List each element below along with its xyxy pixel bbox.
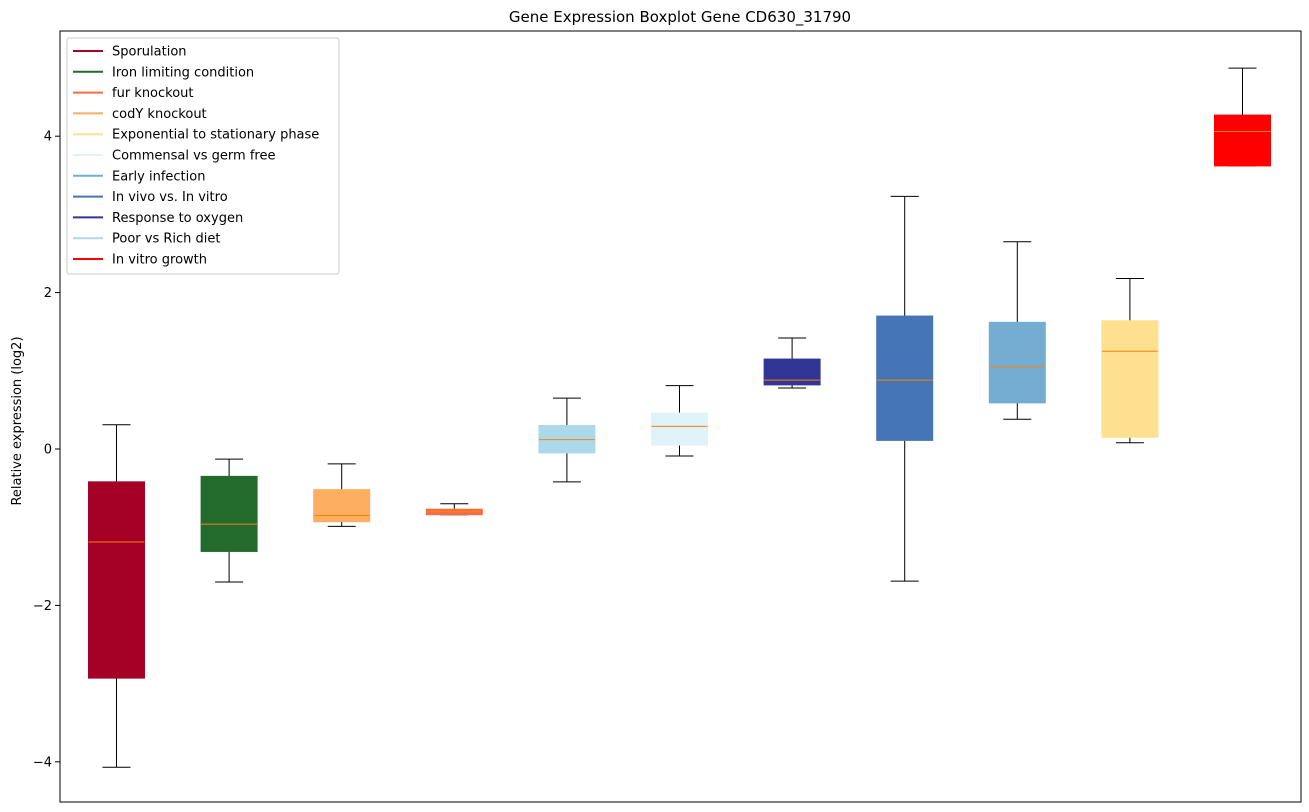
y-tick-label: 4: [44, 130, 52, 145]
legend-label: In vivo vs. In vitro: [112, 190, 228, 205]
box-response-to-oxygen: [763, 337, 821, 389]
legend-label: In vitro growth: [112, 253, 207, 268]
box-fur-knockout: [425, 503, 483, 516]
legend-label: Sporulation: [112, 45, 187, 60]
legend-label: Poor vs Rich diet: [112, 232, 220, 247]
box-in-vitro-growth: [1214, 67, 1271, 167]
box-iron-limiting-condition: [200, 458, 258, 583]
box-commensal-vs-germ-free: [651, 385, 708, 457]
legend-label: codY knockout: [112, 107, 207, 122]
legend-label: fur knockout: [112, 86, 194, 101]
box-body: [1214, 114, 1271, 167]
legend-label: Iron limiting condition: [112, 65, 254, 80]
box-exponential-to-stationary-phase: [1101, 278, 1159, 444]
legend-entries: Sporulation Iron limiting condition fur kn…: [73, 45, 319, 268]
box-body: [313, 489, 371, 523]
y-tick-label: −4: [33, 755, 52, 770]
box-cody-knockout: [313, 463, 371, 527]
legend: Sporulation Iron limiting condition fur kn…: [66, 37, 340, 275]
y-tick-label: −2: [33, 599, 52, 614]
box-body: [988, 321, 1046, 404]
boxes-group: [88, 67, 1271, 768]
box-body: [200, 475, 258, 552]
box-body: [651, 412, 708, 446]
y-tick-label: 0: [44, 443, 52, 458]
legend-label: Early infection: [112, 169, 205, 184]
box-body: [88, 481, 145, 679]
box-sporulation: [88, 424, 145, 768]
box-early-infection: [988, 241, 1046, 420]
chart-title: Gene Expression Boxplot Gene CD630_31790: [509, 8, 851, 27]
box-body: [1101, 320, 1159, 438]
legend-label: Exponential to stationary phase: [112, 128, 319, 143]
legend-frame: [66, 37, 340, 275]
y-axis-label: Relative expression (log2): [10, 336, 25, 505]
y-axis: −4 −2 0 2 4: [33, 130, 60, 770]
box-in-vivo-vs-in-vitro: [876, 195, 934, 582]
box-poor-vs-rich-diet: [538, 397, 596, 483]
y-tick-label: 2: [44, 286, 52, 301]
legend-label: Commensal vs germ free: [112, 149, 275, 164]
box-body: [876, 315, 934, 441]
legend-label: Response to oxygen: [112, 211, 243, 226]
box-body: [763, 358, 821, 386]
plot-area-frame: [59, 30, 1302, 803]
